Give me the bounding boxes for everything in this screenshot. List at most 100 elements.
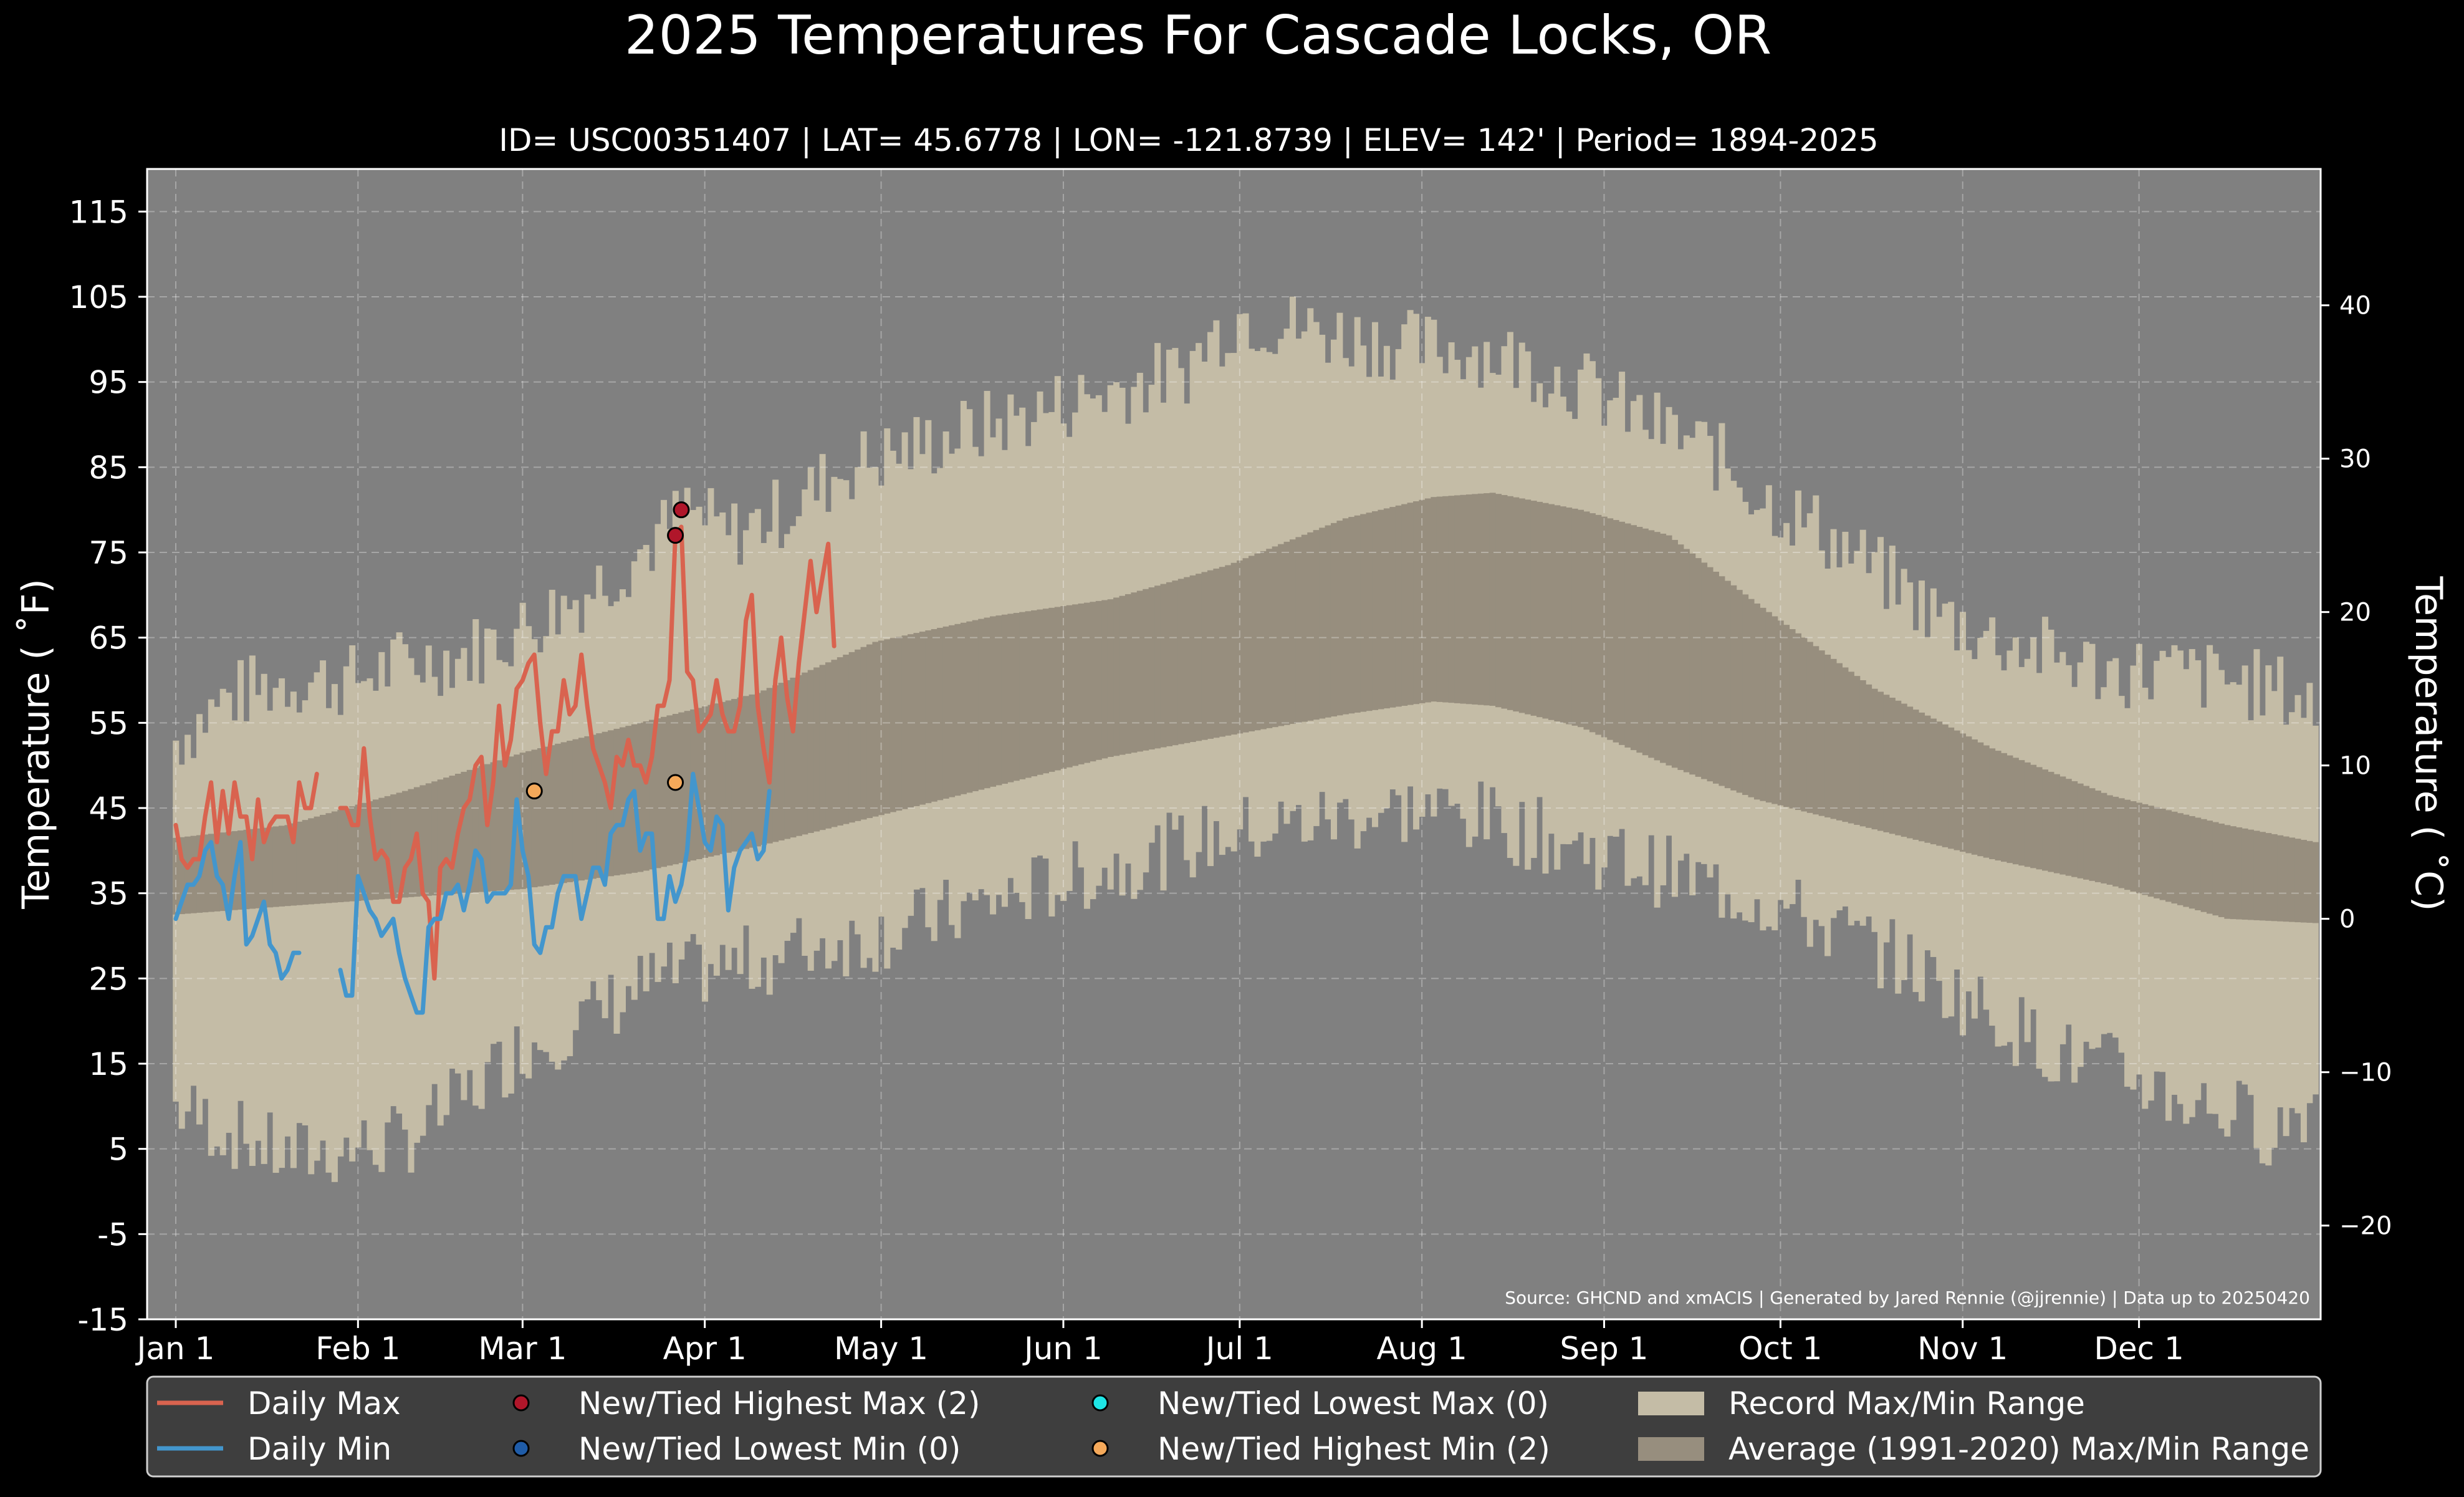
y2-tick-label: 10 xyxy=(2339,752,2371,781)
record-range-bar xyxy=(384,686,391,1123)
average-range-bar xyxy=(1184,577,1191,743)
y-tick-label: -5 xyxy=(97,1216,128,1253)
average-range-bar xyxy=(1230,562,1237,735)
average-range-bar xyxy=(2300,840,2307,923)
record-range-bar xyxy=(284,706,291,1137)
average-range-bar xyxy=(1419,499,1426,703)
x-tick-label: Aug 1 xyxy=(1376,1331,1467,1367)
average-range-bar xyxy=(1695,558,1702,777)
average-range-bar xyxy=(831,660,838,827)
average-range-bar xyxy=(543,746,550,886)
y-tick-label: 115 xyxy=(69,194,128,230)
average-range-bar xyxy=(1484,493,1490,706)
average-range-bar xyxy=(1501,494,1508,709)
x-tick-label: Dec 1 xyxy=(2094,1331,2184,1367)
average-range-bar xyxy=(1319,527,1326,719)
average-range-bar xyxy=(331,811,338,903)
average-range-bar xyxy=(802,672,808,835)
average-range-bar xyxy=(1083,602,1090,763)
average-range-bar xyxy=(349,806,356,902)
average-range-bar xyxy=(1424,498,1431,703)
average-range-bar xyxy=(2094,790,2101,882)
average-range-bar xyxy=(1677,544,1684,770)
average-range-bar xyxy=(343,808,350,902)
average-range-bar xyxy=(1507,496,1513,710)
average-range-bar xyxy=(2059,776,2066,875)
average-range-bar xyxy=(466,769,473,893)
average-range-bar xyxy=(1619,521,1626,745)
average-range-bar xyxy=(1366,513,1373,711)
average-range-bar xyxy=(1683,549,1690,773)
average-range-bar xyxy=(1472,494,1479,705)
average-range-bar xyxy=(2142,804,2149,895)
average-range-bar xyxy=(1177,579,1184,744)
average-range-bar xyxy=(2077,783,2084,878)
x-tick-label: Sep 1 xyxy=(1560,1331,1649,1367)
daily-min-line xyxy=(173,771,772,1015)
y-tick-label: 105 xyxy=(69,279,128,315)
average-range-bar xyxy=(596,733,603,878)
average-range-bar xyxy=(2053,774,2060,874)
average-range-bar xyxy=(654,718,661,869)
average-range-bar xyxy=(1054,607,1061,771)
average-range-bar xyxy=(1060,606,1067,769)
average-range-bar xyxy=(848,652,855,823)
record-high-min-point xyxy=(667,774,684,791)
average-range-bar xyxy=(760,690,767,845)
average-range-bar xyxy=(1689,553,1696,775)
average-range-bar xyxy=(813,667,820,832)
average-range-bar xyxy=(1131,592,1138,753)
average-range-bar xyxy=(272,826,279,907)
y-tick-label: 55 xyxy=(89,705,128,741)
average-range-bar xyxy=(1172,580,1179,746)
average-range-bar xyxy=(1666,535,1672,766)
average-range-bar xyxy=(2171,811,2178,904)
average-range-bar xyxy=(1460,494,1467,704)
record-range-bar xyxy=(219,688,226,1155)
y-tick-label: 65 xyxy=(89,620,128,657)
y2-tick-label: 0 xyxy=(2339,905,2355,934)
average-range-bar xyxy=(219,832,226,912)
average-range-bar xyxy=(1830,658,1837,819)
average-range-bar xyxy=(1936,721,1943,846)
record-range-bar xyxy=(267,710,274,1113)
chart-title: 2025 Temperatures For Cascade Locks, OR xyxy=(625,4,1771,67)
average-range-bar xyxy=(1724,580,1731,789)
average-range-bar xyxy=(1824,655,1831,818)
average-range-bar xyxy=(1789,629,1796,809)
average-range-bar xyxy=(1048,607,1055,772)
average-range-bar xyxy=(966,621,973,793)
legend: Daily Max Daily Min New/Tied Highest Max (… xyxy=(146,1375,2322,1478)
average-range-bar xyxy=(1124,594,1131,754)
average-range-bar xyxy=(1707,567,1714,782)
average-range-bar xyxy=(2294,839,2301,923)
average-range-bar xyxy=(1383,508,1390,709)
average-range-bar xyxy=(1753,604,1760,800)
record-range-bar xyxy=(337,715,344,1157)
average-range-bar xyxy=(1042,609,1049,774)
average-range-bars xyxy=(173,493,2319,923)
average-range-bar xyxy=(1513,497,1520,712)
legend-label: New/Tied Lowest Min (0) xyxy=(578,1431,961,1467)
average-range-bar xyxy=(437,779,444,895)
average-range-bar xyxy=(2065,779,2072,876)
average-range-bar xyxy=(1942,724,1949,847)
average-range-bar xyxy=(1295,537,1302,723)
average-range-bar xyxy=(2030,764,2037,869)
average-range-bar xyxy=(2195,817,2202,910)
average-range-bar xyxy=(1601,516,1608,738)
average-range-bar xyxy=(1260,551,1267,729)
average-range-bar xyxy=(825,662,832,829)
y-tick-label: -15 xyxy=(77,1302,128,1338)
average-range-bar xyxy=(2283,836,2289,922)
average-range-bar xyxy=(1266,549,1273,728)
average-range-bar xyxy=(384,796,391,899)
average-range-bar xyxy=(960,622,967,794)
record-range-bar xyxy=(372,690,379,1165)
average-range-bar xyxy=(1866,684,1872,828)
x-tick-label: Jan 1 xyxy=(135,1331,215,1367)
daily-max-line xyxy=(173,524,837,981)
average-range-bar xyxy=(1254,553,1261,731)
average-range-bar xyxy=(1848,671,1854,824)
legend-dot-swatch xyxy=(512,1394,530,1412)
